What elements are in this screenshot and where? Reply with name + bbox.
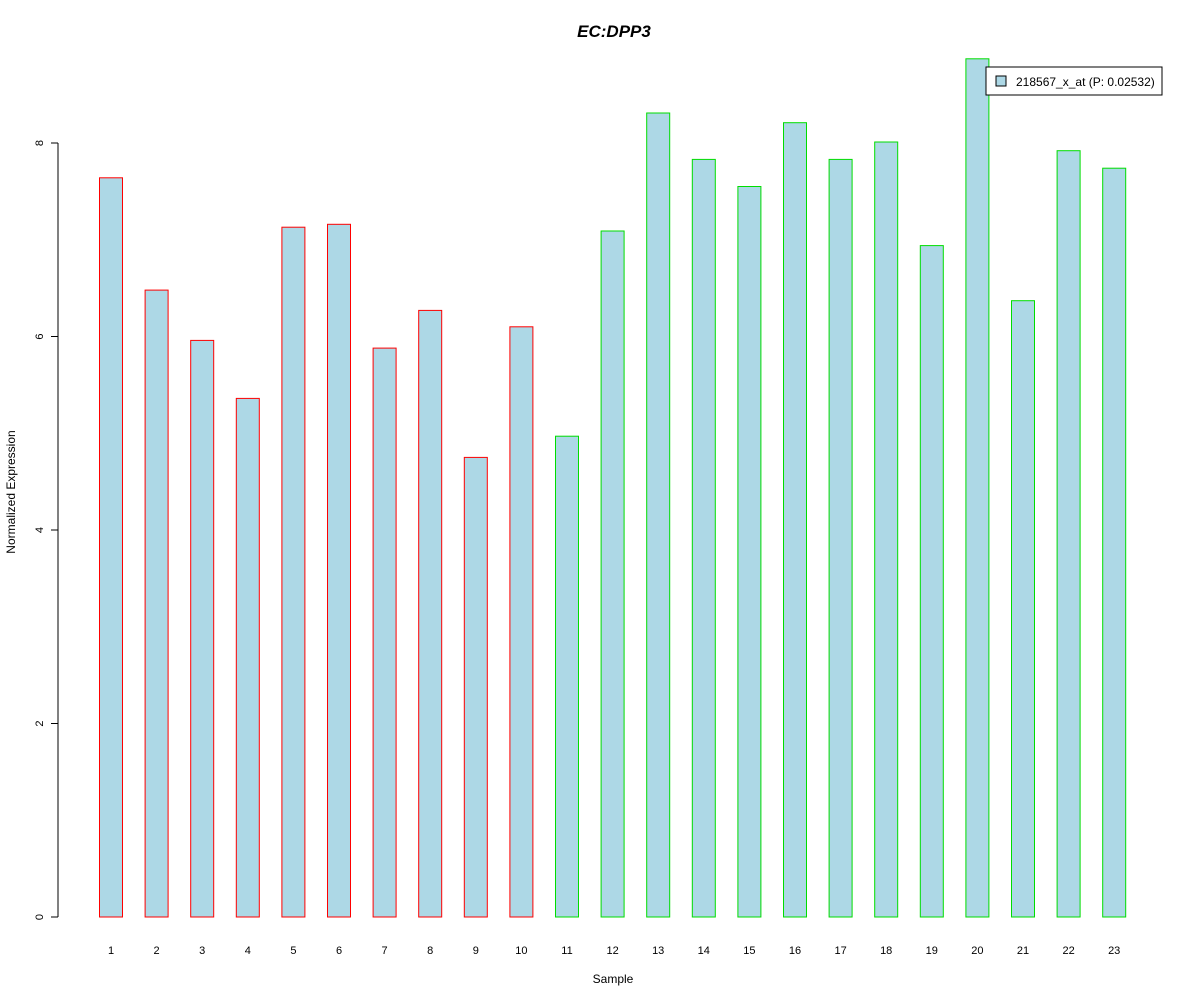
bar-sample-2 (144, 289, 169, 918)
y-tick-label: 8 (34, 140, 46, 146)
bar-sample-6 (327, 223, 351, 918)
y-axis: 0 2 4 6 8 (34, 140, 59, 920)
bar-sample-22 (1056, 150, 1081, 918)
x-tick-label: 11 (561, 945, 572, 957)
bar-sample-16 (783, 122, 807, 918)
bar-sample-1 (99, 177, 123, 918)
bar-sample-7 (372, 347, 397, 918)
x-tick-label: 7 (382, 945, 388, 957)
x-tick-label: 6 (336, 945, 342, 957)
x-tick-label: 2 (154, 945, 160, 957)
bar-sample-12 (600, 230, 625, 918)
x-tick-labels: 1 2 3 4 5 6 7 8 9 10 11 12 13 14 15 16 17 18 19 20 21 22 23 (108, 945, 1120, 957)
bar-sample-8 (418, 309, 443, 918)
bar-sample-9 (463, 456, 488, 918)
bar-sample-21 (1011, 300, 1035, 918)
y-tick-label: 2 (34, 720, 46, 726)
bar-sample-5 (281, 226, 306, 918)
y-tick-label: 0 (34, 914, 46, 920)
bar-sample-19 (919, 245, 944, 918)
bar-sample-23 (1102, 167, 1127, 918)
x-tick-label: 1 (108, 945, 114, 957)
bar-sample-20 (965, 58, 990, 918)
y-axis-label: Normalized Expression (4, 430, 18, 553)
bars-group (99, 58, 1127, 918)
x-tick-label: 17 (834, 945, 846, 957)
x-tick-label: 22 (1062, 945, 1074, 957)
bar-sample-14 (691, 158, 716, 918)
x-tick-label: 19 (926, 945, 938, 957)
bar-sample-11 (555, 435, 579, 918)
bar-sample-18 (874, 141, 899, 918)
x-tick-label: 12 (606, 945, 618, 957)
y-tick-label: 4 (34, 527, 46, 533)
legend-entry: 218567_x_at (P: 0.02532) (1016, 75, 1155, 89)
bar-sample-17 (828, 158, 853, 918)
x-tick-label: 23 (1108, 945, 1120, 957)
x-tick-label: 18 (880, 945, 892, 957)
legend: 218567_x_at (P: 0.02532) (985, 66, 1163, 96)
x-tick-label: 3 (199, 945, 205, 957)
x-axis-label: Sample (593, 972, 634, 986)
legend-box (985, 66, 1163, 96)
bar-sample-15 (737, 186, 762, 918)
x-tick-label: 10 (515, 945, 527, 957)
bar-sample-3 (190, 339, 215, 918)
x-tick-label: 21 (1017, 945, 1029, 957)
x-tick-label: 20 (971, 945, 983, 957)
chart-title: EC:DPP3 (577, 22, 651, 41)
x-tick-label: 9 (473, 945, 479, 957)
x-tick-label: 4 (245, 945, 251, 957)
bar-sample-10 (509, 326, 534, 918)
x-tick-label: 5 (290, 945, 296, 957)
y-tick-label: 6 (34, 333, 46, 339)
x-tick-label: 13 (652, 945, 664, 957)
x-tick-label: 15 (743, 945, 755, 957)
x-tick-label: 8 (427, 945, 433, 957)
x-tick-label: 14 (698, 945, 710, 957)
legend-swatch (995, 75, 1007, 87)
bar-sample-4 (235, 397, 260, 918)
x-tick-label: 16 (789, 945, 801, 957)
bar-sample-13 (646, 112, 671, 918)
